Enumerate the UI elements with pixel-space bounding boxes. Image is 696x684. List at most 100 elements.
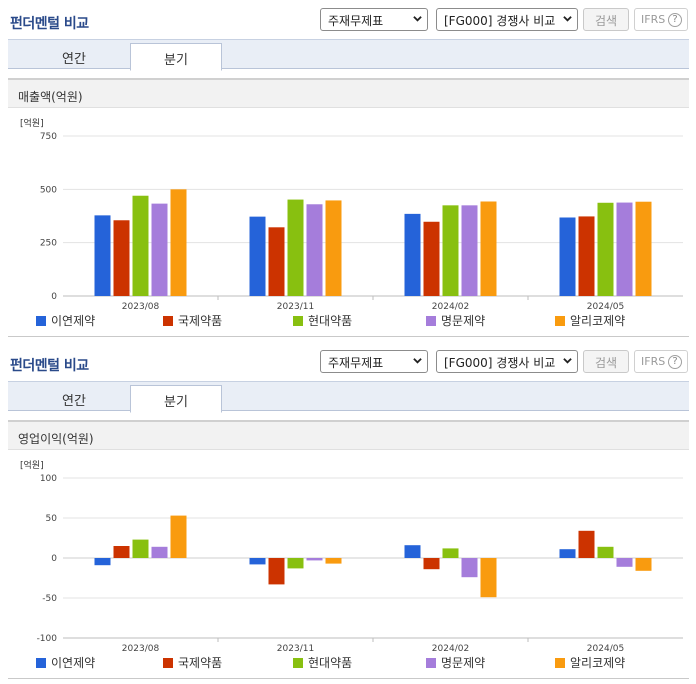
bar-현대약품-2023/08 [132,195,149,296]
bar-알리코제약-2023/11 [325,558,342,564]
bar-명문제약-2023/08 [151,203,168,296]
section-title: 펀더멘털 비교 [10,16,89,32]
ifrs-label: IFRS [641,13,666,26]
bar-국제약품-2023/08 [113,546,130,558]
section-divider [8,336,689,337]
bar-알리코제약-2024/05 [635,201,652,296]
legend-swatch [426,658,436,668]
x-tick-label: 2023/11 [277,302,314,312]
statement-type-select[interactable]: 주재무제표 [320,8,428,31]
bar-현대약품-2024/02 [442,205,459,296]
search-button[interactable]: 검색 [583,8,629,31]
bar-이연제약-2024/02 [404,545,421,558]
legend-swatch [36,316,46,326]
bar-이연제약-2024/02 [404,213,421,296]
legend-swatch [293,316,303,326]
bar-이연제약-2023/08 [94,558,111,566]
legend-label: 명문제약 [441,313,485,328]
chart-svg: [억원] -100 -50 0 50 100 2023/08 2023/11 2024/02 20… [20,459,683,670]
bar-국제약품-2024/05 [578,216,595,296]
bar-현대약품-2023/11 [287,558,304,569]
help-icon[interactable]: ? [668,355,682,369]
period-tabs: 연간 분기 [8,39,689,71]
operating-profit-bar-chart: [억원] -100 -50 0 50 100 2023/08 2023/11 2024/02 20… [8,450,689,678]
y-unit-label: [억원] [20,117,44,129]
tab-annual[interactable]: 연간 [62,52,86,67]
tab-quarterly[interactable]: 분기 [130,43,222,71]
bar-명문제약-2024/02 [461,205,478,296]
statement-type-select[interactable]: 주재무제표 [320,350,428,373]
ifrs-toggle[interactable]: IFRS ? [634,8,688,31]
sales-bar-chart: [억원] 0 250 500 750 2023/08 2023/11 2024/02 2024/… [8,108,689,336]
legend-label: 이연제약 [51,313,95,328]
period-tabs: 연간 분기 [8,381,689,413]
legend-swatch [293,658,303,668]
legend-label: 현대약품 [308,313,352,328]
peer-group-value: [FG000] 경쟁사 비교 [444,356,556,370]
y-unit-label: [억원] [20,459,44,471]
bar-국제약품-2023/08 [113,220,130,296]
x-tick-label: 2023/08 [122,302,160,312]
legend-label: 이연제약 [51,655,95,670]
bar-현대약품-2024/05 [597,546,614,558]
chart-svg: [억원] 0 250 500 750 2023/08 2023/11 2024/02 2024/… [20,117,683,328]
bar-현대약품-2024/02 [442,548,459,558]
y-tick-label: 50 [46,514,58,524]
bar-알리코제약-2024/05 [635,558,652,571]
ifrs-label: IFRS [641,355,666,368]
bar-명문제약-2023/08 [151,546,168,558]
bar-이연제약-2023/08 [94,215,111,296]
y-tick-label: 250 [40,239,57,249]
y-tick-label: 100 [40,474,57,484]
peer-group-select[interactable]: [FG000] 경쟁사 비교 [436,350,578,373]
bar-알리코제약-2024/02 [480,201,497,296]
metric-label: 매출액(억원) [8,78,689,108]
bar-알리코제약-2023/08 [170,189,187,296]
bar-이연제약-2024/05 [559,549,576,558]
bar-이연제약-2023/11 [249,216,266,296]
bar-현대약품-2024/05 [597,202,614,296]
legend-label: 국제약품 [178,313,222,328]
fundamental-compare-section-operating-profit: 펀더멘털 비교 주재무제표 [FG000] 경쟁사 비교 검색 IFRS ? 연… [0,342,696,684]
statement-type-value: 주재무제표 [328,14,384,28]
bar-알리코제약-2023/11 [325,200,342,296]
bar-명문제약-2024/05 [616,202,633,296]
tab-quarterly[interactable]: 분기 [130,385,222,413]
bar-국제약품-2024/05 [578,530,595,558]
y-tick-label: 750 [40,132,57,142]
x-tick-label: 2024/05 [587,302,624,312]
bar-국제약품-2023/11 [268,558,285,585]
peer-group-value: [FG000] 경쟁사 비교 [444,14,556,28]
search-button[interactable]: 검색 [583,350,629,373]
x-tick-label: 2023/11 [277,644,314,654]
bar-알리코제약-2024/02 [480,558,497,598]
x-tick-label: 2024/02 [432,644,469,654]
ifrs-toggle[interactable]: IFRS ? [634,350,688,373]
legend-label: 국제약품 [178,655,222,670]
x-tick-label: 2023/08 [122,644,160,654]
bar-이연제약-2024/05 [559,217,576,296]
chevron-down-icon [413,358,422,364]
section-header: 펀더멘털 비교 주재무제표 [FG000] 경쟁사 비교 검색 IFRS ? [0,0,696,40]
peer-group-select[interactable]: [FG000] 경쟁사 비교 [436,8,578,31]
bar-현대약품-2023/11 [287,199,304,296]
chevron-down-icon [413,16,422,22]
legend-swatch [555,316,565,326]
help-icon[interactable]: ? [668,13,682,27]
legend-label: 현대약품 [308,655,352,670]
y-tick-label: -100 [37,634,58,644]
y-tick-label: 0 [51,292,57,302]
bar-알리코제약-2023/08 [170,515,187,558]
bar-국제약품-2024/02 [423,558,440,570]
y-tick-label: 500 [40,185,57,195]
tab-annual[interactable]: 연간 [62,394,86,409]
x-tick-label: 2024/05 [587,644,624,654]
legend-swatch [426,316,436,326]
chevron-down-icon [563,16,572,22]
legend-label: 명문제약 [441,655,485,670]
statement-type-value: 주재무제표 [328,356,384,370]
x-tick-label: 2024/02 [432,302,469,312]
bar-국제약품-2023/11 [268,227,285,296]
bar-명문제약-2024/02 [461,558,478,578]
fundamental-compare-section-sales: 펀더멘털 비교 주재무제표 [FG000] 경쟁사 비교 검색 IFRS ? 연… [0,0,696,337]
